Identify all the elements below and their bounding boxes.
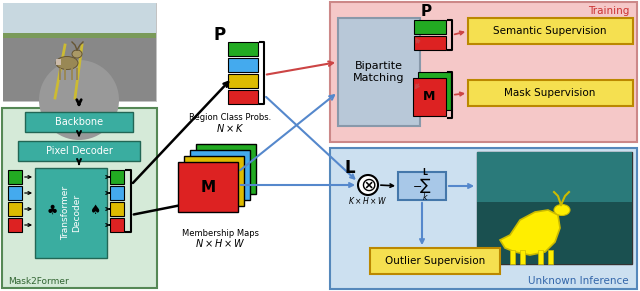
Bar [25,112,133,132]
Bar [398,172,446,200]
Bar [338,18,420,126]
Bar [468,18,633,44]
Bar [178,162,238,212]
Bar [418,72,451,110]
Bar [477,152,632,202]
Text: L: L [345,159,355,177]
Text: $N \times H \times W$: $N \times H \times W$ [195,237,245,249]
Bar [548,250,553,264]
Bar [413,78,446,116]
Text: Pixel Decoder: Pixel Decoder [45,146,113,156]
Text: Semantic Supervision: Semantic Supervision [493,26,607,36]
Text: ♣: ♣ [46,203,58,217]
Bar [3,38,156,101]
Text: Membership Maps: Membership Maps [182,228,259,237]
Bar [71,68,73,80]
Bar [330,148,637,289]
Text: P: P [214,26,226,44]
Circle shape [358,175,378,195]
Ellipse shape [554,205,570,216]
Text: Training: Training [588,6,629,16]
Bar [76,68,78,80]
Text: Mask2Former: Mask2Former [8,278,68,287]
Bar [228,74,258,88]
Bar [56,59,61,65]
Text: Transformer
Decoder: Transformer Decoder [61,186,81,240]
Ellipse shape [72,50,82,58]
Bar [510,250,515,264]
Text: $N \times K$: $N \times K$ [216,122,244,134]
Text: P: P [420,4,431,19]
Text: Bipartite
Matching: Bipartite Matching [353,61,404,83]
Bar [110,186,124,200]
Bar [414,36,446,50]
Text: Region Class Probs.: Region Class Probs. [189,113,271,123]
Text: M: M [423,91,435,104]
Bar [3,3,156,101]
Polygon shape [500,210,560,255]
Bar [3,3,156,38]
Bar [8,218,22,232]
Bar [184,156,244,206]
Text: $K \times H \times W$: $K \times H \times W$ [348,194,388,205]
Bar [18,141,140,161]
Bar [8,202,22,216]
Bar [196,144,256,194]
Bar [538,250,543,264]
Text: M: M [200,180,216,194]
Bar [477,202,632,264]
Bar [370,248,500,274]
Bar [3,33,156,45]
Bar [414,20,446,34]
Text: Mask Supervision: Mask Supervision [504,88,596,98]
Text: Unknown Inference: Unknown Inference [529,276,629,286]
Bar [2,108,157,288]
Bar [64,68,66,80]
Bar [468,80,633,106]
Bar [8,170,22,184]
Text: Backbone: Backbone [55,117,103,127]
Bar [330,2,637,142]
Bar [228,90,258,104]
Bar [477,152,632,264]
Bar [110,218,124,232]
Ellipse shape [56,56,78,70]
Bar [110,170,124,184]
Text: $-\!\sum_k^{\mathbf{L}}$: $-\!\sum_k^{\mathbf{L}}$ [412,167,432,205]
Bar [520,250,525,264]
Bar [228,42,258,56]
Text: $\otimes$: $\otimes$ [360,175,376,194]
Text: ♠: ♠ [90,203,100,217]
Bar [190,150,250,200]
Bar [8,186,22,200]
Bar [228,58,258,72]
Bar [35,168,107,258]
Bar [110,202,124,216]
Bar [59,68,61,80]
Ellipse shape [39,60,119,140]
Text: Outlier Supervision: Outlier Supervision [385,256,485,266]
